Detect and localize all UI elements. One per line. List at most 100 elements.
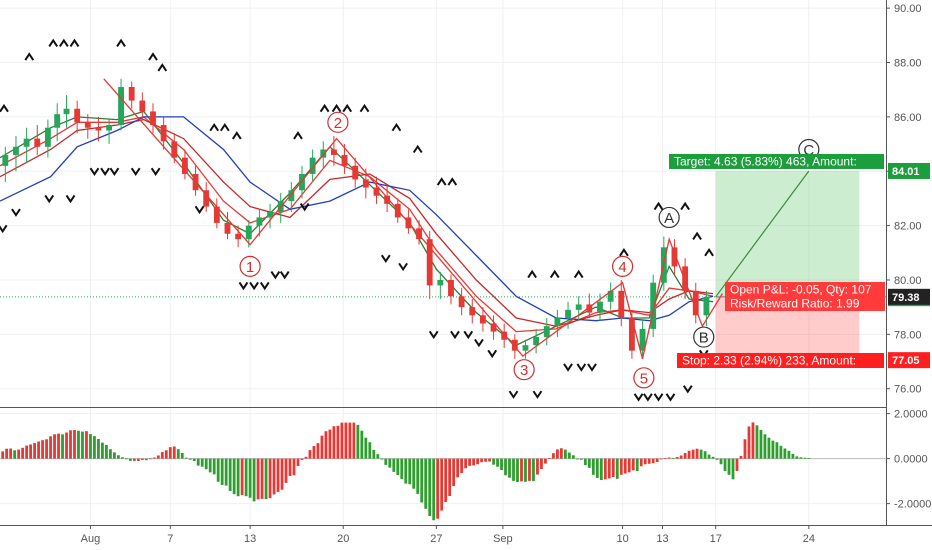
fractal-down-marker	[653, 393, 664, 402]
osc-bar	[679, 455, 683, 459]
fractal-up-marker	[231, 131, 242, 140]
candle-body	[490, 323, 497, 332]
candle-body	[565, 309, 571, 319]
osc-bar	[220, 458, 224, 485]
osc-bar	[364, 437, 368, 459]
osc-bar	[516, 458, 519, 483]
candle-body	[320, 149, 327, 158]
candle-body	[309, 157, 316, 174]
price-label: 77.05	[892, 355, 920, 367]
osc-bar	[703, 451, 707, 459]
osc-bar	[552, 453, 555, 459]
candle-body	[586, 304, 593, 313]
moving-average-line-3	[0, 116, 714, 322]
osc-bar	[380, 458, 384, 460]
fractal-down-marker	[270, 270, 281, 280]
osc-bar	[767, 437, 771, 459]
osc-bar	[376, 454, 380, 459]
fractal-down-marker	[508, 390, 519, 399]
osc-bar	[400, 458, 404, 480]
osc-bar	[332, 426, 336, 459]
wave-label: 2	[334, 115, 342, 132]
time-axis[interactable]: Aug 7 13 20 27 Sep 10 13 17 24	[81, 525, 815, 545]
osc-bar	[607, 458, 611, 479]
osc-bar	[352, 422, 356, 459]
osc-bar	[360, 430, 364, 459]
fractal-up-marker	[653, 201, 664, 211]
candle-body	[63, 108, 70, 115]
osc-bar	[212, 458, 216, 475]
osc-bar	[384, 458, 388, 465]
price-candles	[2, 78, 710, 359]
fractal-down-marker	[633, 393, 644, 402]
fractal-down-marker	[450, 330, 460, 340]
fractal-down-marker	[109, 167, 120, 177]
candle-body	[139, 100, 146, 112]
osc-bar	[536, 458, 539, 475]
osc-bar	[671, 457, 675, 459]
osc-bar	[472, 458, 475, 466]
osc-bar	[775, 442, 779, 459]
osc-bar	[288, 458, 292, 476]
moving-averages	[0, 110, 714, 346]
osc-bar	[791, 453, 795, 459]
fractal-up-marker	[331, 103, 342, 113]
osc-bar	[711, 456, 715, 459]
candle-body	[437, 279, 444, 286]
osc-bar	[85, 431, 88, 459]
osc-bar	[21, 447, 25, 459]
osc-bar	[751, 422, 755, 459]
time-tick-label: Sep	[493, 533, 513, 545]
candle-body	[13, 146, 19, 155]
osc-bar	[73, 430, 76, 459]
osc-bar	[57, 433, 60, 459]
osc-bar	[144, 458, 148, 461]
osc-bar	[667, 457, 671, 459]
osc-bar	[113, 452, 116, 459]
fractal-down-marker	[682, 385, 693, 394]
wave-path	[103, 78, 723, 359]
candle-body	[469, 307, 476, 316]
osc-bar	[117, 455, 120, 459]
position-labels[interactable]: Target: 4.63 (5.83%) 463, Amount: Open P&…	[669, 153, 885, 368]
candle-body	[501, 331, 508, 340]
osc-bar	[300, 458, 304, 460]
elliott-wave-lines[interactable]: 1 2 3 4 5 A B C	[103, 78, 820, 389]
osc-bar	[567, 452, 571, 459]
osc-bar	[779, 445, 783, 459]
osc-bar	[324, 431, 328, 459]
fractal-up-marker	[209, 122, 220, 132]
osc-bar	[444, 458, 448, 503]
candle-body	[597, 301, 603, 313]
osc-bar	[528, 458, 531, 481]
candle-body	[554, 318, 561, 327]
fractal-up-marker	[549, 269, 560, 279]
osc-bar	[615, 458, 619, 479]
osc-bar	[647, 458, 651, 464]
osc-bar	[33, 443, 36, 459]
osc-bar	[132, 458, 136, 461]
fractal-down-marker	[65, 194, 76, 204]
osc-bar	[5, 448, 9, 459]
osc-bar	[432, 458, 436, 521]
osc-bar	[571, 455, 575, 459]
osc-tick-label: 0.0000	[894, 454, 928, 466]
osc-bar	[89, 434, 92, 459]
osc-bar	[392, 458, 396, 472]
osc-bar	[579, 458, 583, 460]
candle-body	[299, 173, 305, 191]
osc-tick-label: -2.0000	[894, 499, 931, 511]
osc-bar	[651, 458, 655, 464]
fractal-down-marker	[299, 203, 310, 212]
osc-bar	[591, 458, 595, 475]
fractal-down-marker	[100, 167, 110, 177]
osc-bar	[280, 458, 284, 490]
long-position-tool[interactable]	[715, 170, 860, 361]
osc-bar	[13, 450, 17, 459]
osc-bar	[412, 458, 416, 489]
osc-bar	[480, 458, 483, 463]
risk-reward-label: Risk/Reward Ratio: 1.99	[730, 297, 860, 311]
price-axis[interactable]: 90.0088.0086.0084.0082.0080.0078.0076.00…	[886, 0, 932, 525]
candle-body	[682, 266, 689, 291]
